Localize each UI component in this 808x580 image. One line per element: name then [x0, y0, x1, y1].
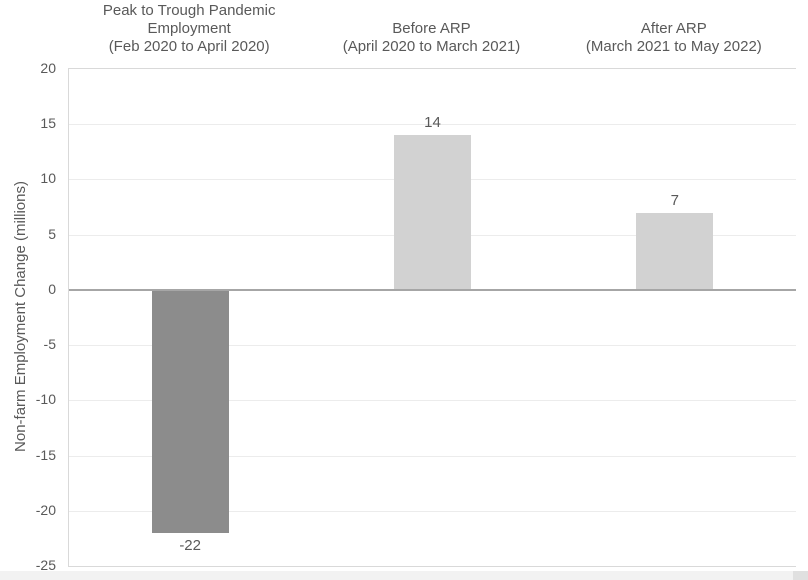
zero-axis-line: [69, 288, 796, 291]
horizontal-scrollbar-track[interactable]: [0, 571, 808, 580]
category-header: After ARP (March 2021 to May 2022): [544, 20, 804, 56]
category-header-line: After ARP: [640, 20, 707, 37]
y-axis-tick-label: -10: [35, 391, 56, 408]
y-axis-tick-label: 5: [48, 225, 56, 242]
y-axis-tick-label: -25: [35, 557, 56, 573]
gridline: [69, 510, 796, 512]
y-axis-tick-label: 20: [40, 60, 56, 76]
y-axis-tick-label: 0: [48, 280, 56, 297]
y-axis-tick-label: 10: [40, 170, 56, 187]
scrollbar-corner: [793, 571, 808, 580]
category-header-line: (April 2020 to March 2021): [342, 38, 521, 55]
y-axis-tick-label: -15: [35, 446, 56, 463]
category-header-line: Before ARP: [392, 20, 471, 37]
bar-value-label: -22: [179, 536, 201, 554]
bar: [151, 289, 229, 533]
bar-value-label: 14: [424, 114, 441, 132]
bar: [636, 212, 714, 290]
gridline: [69, 345, 796, 347]
y-axis-tick-label: 15: [40, 115, 56, 132]
y-axis-tick-label: -20: [35, 501, 56, 518]
gridline: [69, 455, 796, 457]
category-header-line: Peak to Trough Pandemic: [102, 2, 276, 19]
y-axis-title: Non-farm Employment Change (millions): [12, 181, 29, 452]
bar: [394, 135, 471, 290]
plot-area: -22 14 7: [68, 68, 796, 567]
category-header-line: (March 2021 to May 2022): [585, 38, 762, 55]
category-header-line: Employment: [147, 20, 231, 37]
category-header-line: (Feb 2020 to April 2020): [108, 38, 270, 55]
gridline: [69, 124, 796, 126]
gridline: [69, 400, 796, 402]
bar-value-label: 7: [670, 191, 679, 209]
category-header: Peak to Trough Pandemic Employment (Feb 20…: [59, 2, 319, 56]
category-header: Before ARP (April 2020 to March 2021): [302, 20, 562, 56]
y-axis-tick-label: -5: [43, 336, 56, 353]
